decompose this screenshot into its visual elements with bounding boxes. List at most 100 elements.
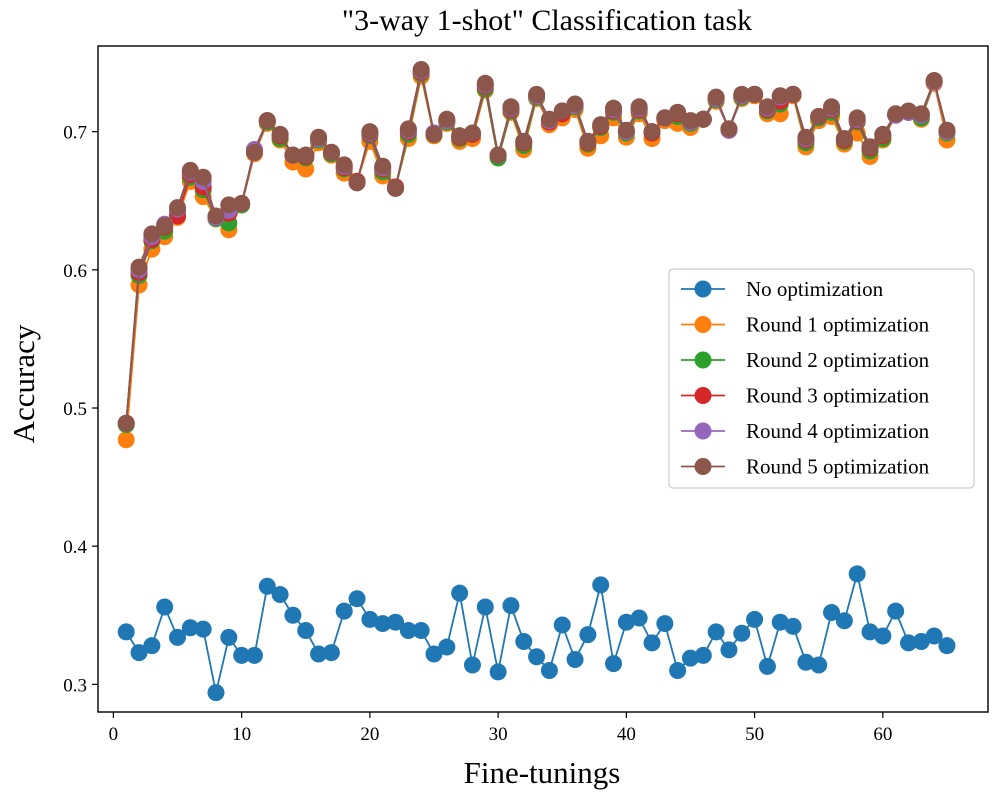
legend-item: No optimization (681, 277, 884, 301)
data-point (387, 179, 405, 197)
data-point (476, 598, 494, 616)
data-point (361, 610, 379, 628)
data-point (720, 641, 738, 659)
legend-marker (694, 351, 712, 369)
data-point (322, 644, 340, 662)
x-tick-label: 0 (109, 724, 119, 745)
x-tick-label: 30 (489, 724, 508, 745)
data-point (143, 225, 161, 243)
data-point (707, 623, 725, 641)
data-point (887, 602, 905, 620)
data-point (463, 656, 481, 674)
x-tick-label: 10 (232, 724, 251, 745)
legend-item: Round 5 optimization (681, 455, 930, 479)
data-point (605, 99, 623, 117)
data-point (399, 621, 417, 639)
data-point (579, 626, 597, 644)
data-point (438, 638, 456, 656)
data-point (220, 628, 238, 646)
axis-ticks: 0 10 20 30 40 50 60 0.3 0.4 0.5 0.6 0.7 (63, 123, 892, 745)
data-point (271, 125, 289, 143)
data-point (899, 102, 917, 120)
data-point (502, 597, 520, 615)
data-point (605, 655, 623, 673)
data-point (643, 634, 661, 652)
data-point (528, 85, 546, 103)
data-point (374, 615, 392, 633)
x-tick-label: 20 (360, 724, 379, 745)
data-point (489, 146, 507, 164)
legend-item: Round 1 optimization (681, 313, 930, 337)
data-point (938, 121, 956, 139)
legend-marker (694, 422, 712, 440)
data-point (387, 613, 405, 631)
x-tick-label: 60 (873, 724, 892, 745)
data-point (887, 105, 905, 123)
data-point (220, 196, 238, 214)
data-point (925, 627, 943, 645)
data-point (245, 646, 263, 664)
data-point (797, 128, 815, 146)
data-point (233, 646, 251, 664)
data-point (169, 628, 187, 646)
data-point (771, 613, 789, 631)
data-point (694, 646, 712, 664)
data-point (463, 124, 481, 142)
data-point (412, 621, 430, 639)
legend-label: Round 3 optimization (746, 384, 930, 408)
data-point (861, 138, 879, 156)
data-point (425, 645, 443, 663)
data-point (566, 95, 584, 113)
data-point (681, 649, 699, 667)
data-point (835, 130, 853, 148)
legend-item: Round 3 optimization (681, 384, 930, 408)
data-point (592, 576, 610, 594)
chart-title: "3-way 1-shot" Classification task (342, 4, 752, 37)
y-tick-label: 0.3 (63, 675, 87, 696)
data-point (925, 72, 943, 90)
data-point (194, 168, 212, 186)
data-point (258, 112, 276, 130)
data-point (310, 645, 328, 663)
data-point (643, 123, 661, 141)
legend-label: Round 2 optimization (746, 348, 930, 372)
data-point (207, 207, 225, 225)
data-point (617, 121, 635, 139)
x-axis-label: Fine-tunings (464, 755, 621, 790)
data-point (681, 112, 699, 130)
data-point (848, 109, 866, 127)
data-point (630, 98, 648, 116)
data-point (771, 87, 789, 105)
legend-item: Round 2 optimization (681, 348, 930, 372)
data-point (399, 120, 417, 138)
data-point (912, 633, 930, 651)
data-point (310, 128, 328, 146)
legend-marker (694, 316, 712, 333)
plot-frame (97, 45, 989, 713)
y-tick-label: 0.4 (63, 537, 87, 558)
data-point (758, 657, 776, 675)
x-tick-label: 50 (745, 724, 764, 745)
data-point (117, 431, 135, 449)
data-point (899, 634, 917, 652)
data-point (669, 103, 687, 121)
data-point (335, 602, 353, 620)
data-point (553, 102, 571, 120)
legend-label: Round 5 optimization (746, 455, 930, 479)
series-no-optimization (117, 565, 956, 702)
y-tick-label: 0.5 (63, 399, 87, 420)
data-point (938, 637, 956, 655)
data-point (874, 125, 892, 143)
data-point (669, 662, 687, 680)
data-point (810, 107, 828, 125)
data-point (784, 617, 802, 635)
data-point (181, 161, 199, 179)
data-point (656, 615, 674, 633)
data-point (810, 656, 828, 674)
legend-marker (694, 458, 712, 475)
data-point (489, 663, 507, 681)
data-point (835, 612, 853, 630)
data-point (335, 156, 353, 174)
data-point (592, 116, 610, 134)
